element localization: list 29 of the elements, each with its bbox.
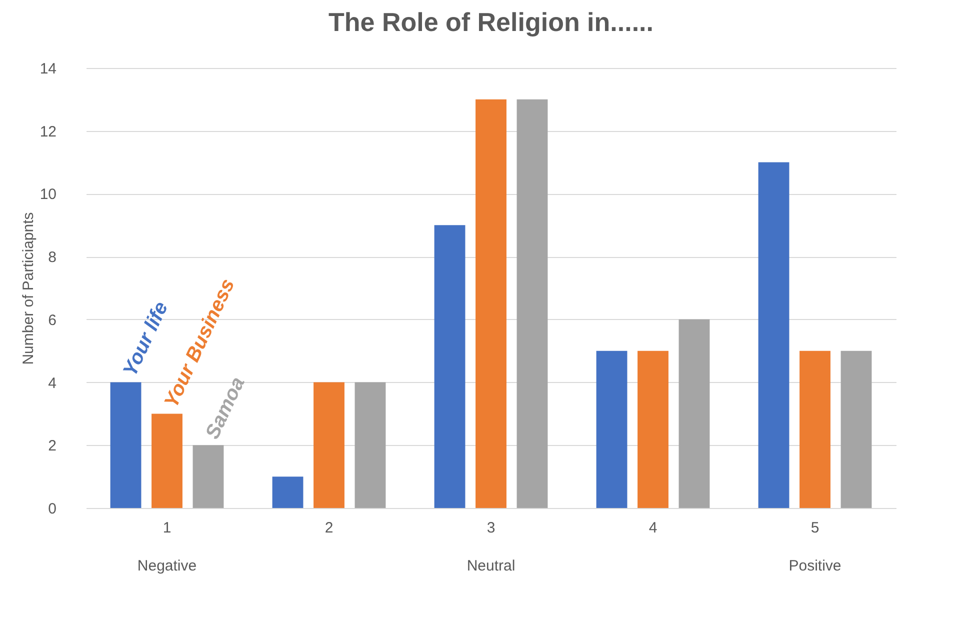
- category-label: 5 Positive: [788, 520, 842, 574]
- text: Your life: [119, 298, 173, 380]
- category-label: 3 Neutral: [466, 520, 516, 574]
- bar: [678, 319, 710, 508]
- y-tick-label: 2: [48, 438, 56, 455]
- bar: [272, 476, 304, 508]
- y-axis-title: Number of Particiapnts: [20, 212, 37, 365]
- bar: [476, 99, 506, 508]
- bar: [638, 350, 668, 508]
- bar: [314, 382, 344, 508]
- y-tick-label: 6: [48, 312, 56, 329]
- bar: [800, 350, 830, 508]
- chart-title: The Role of Religion in......: [328, 7, 654, 37]
- bar: [434, 225, 466, 508]
- bar: [110, 382, 142, 508]
- category-label: 1 Negative: [137, 520, 197, 574]
- bar: [516, 99, 548, 508]
- bar: [840, 350, 872, 508]
- bar: [192, 445, 224, 508]
- bar: [596, 350, 628, 508]
- bar: [354, 382, 386, 508]
- y-tick-label: 8: [48, 249, 56, 266]
- y-tick-label: 12: [40, 123, 56, 140]
- y-tick-label: 10: [40, 186, 56, 204]
- bar: [758, 162, 790, 508]
- y-tick-label: 0: [48, 500, 56, 518]
- bar: [152, 414, 182, 508]
- y-tick-label: 14: [40, 60, 56, 78]
- y-tick-label: 4: [48, 374, 56, 392]
